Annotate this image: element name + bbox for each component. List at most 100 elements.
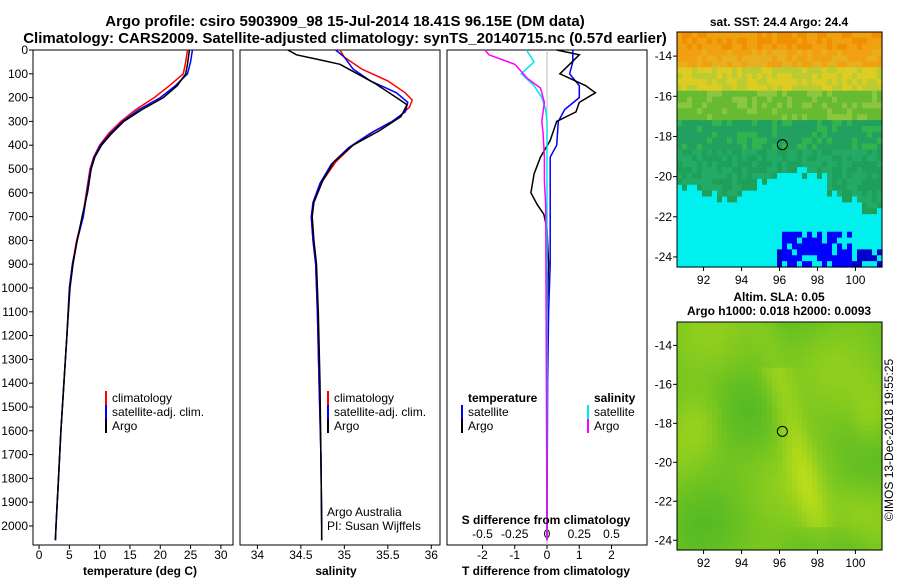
map-cell [777, 214, 783, 221]
map-cell [837, 214, 843, 221]
map-cell [782, 322, 788, 329]
map-cell [807, 208, 813, 215]
map-cell [867, 137, 873, 145]
map-cell [697, 243, 703, 250]
map-cell [722, 214, 728, 221]
map-cell [792, 126, 798, 133]
map-cell [767, 407, 773, 414]
map-cell [732, 73, 738, 80]
map-cell [717, 143, 723, 151]
map-cell [792, 361, 798, 369]
map-cell [782, 510, 788, 517]
map-cell [837, 220, 843, 227]
map-cell [707, 510, 713, 517]
map-cell [837, 261, 843, 268]
map-cell [707, 333, 713, 340]
map-cell [717, 498, 723, 505]
map-cell [867, 436, 873, 443]
map-cell [747, 356, 753, 363]
map-cell [867, 424, 873, 431]
map-cell [777, 61, 783, 68]
map-cell [852, 220, 858, 227]
map-cell [852, 498, 858, 505]
map-cell [847, 149, 853, 156]
x-tick-label: -1 [509, 548, 520, 562]
map-cell [717, 196, 723, 203]
map-cell [822, 55, 828, 62]
map-cell [677, 208, 683, 215]
map-cell [792, 504, 798, 511]
map-cell [772, 114, 778, 121]
map-cell [832, 333, 838, 340]
map-cell [727, 475, 733, 483]
map-cell [732, 350, 738, 357]
map-cell [782, 424, 788, 431]
map-cell [807, 515, 813, 523]
map-cell [762, 178, 768, 186]
map-cell [772, 243, 778, 250]
map-cell [757, 538, 763, 545]
map-cell [737, 237, 743, 245]
map-cell [792, 214, 798, 221]
map-cell [767, 108, 773, 115]
map-cell [877, 137, 883, 145]
x-tick-label: 1 [576, 548, 583, 562]
map-cell [837, 96, 843, 104]
map-cell [697, 108, 703, 115]
map-cell [697, 225, 703, 233]
map-cell [727, 493, 733, 500]
map-cell [687, 137, 693, 145]
map-cell [867, 37, 873, 45]
map-cell [807, 255, 813, 262]
map-cell [862, 493, 868, 500]
map-cell [842, 90, 848, 98]
map-cell [867, 208, 873, 215]
map-cell [757, 350, 763, 357]
sst-heatmap [677, 32, 883, 268]
lat-tick-label: -24 [655, 250, 673, 264]
map-cell [732, 37, 738, 45]
map-cell [687, 510, 693, 517]
map-cell [687, 184, 693, 192]
map-cell [807, 481, 813, 488]
map-cell [842, 137, 848, 145]
map-cell [747, 55, 753, 62]
map-cell [717, 90, 723, 98]
map-cell [757, 255, 763, 262]
map-cell [747, 126, 753, 133]
map-cell [837, 231, 843, 239]
map-cell [732, 126, 738, 133]
map-cell [762, 73, 768, 80]
map-cell [817, 167, 823, 174]
map-cell [797, 32, 803, 39]
map-cell [727, 37, 733, 45]
map-cell [712, 43, 718, 51]
map-cell [817, 32, 823, 39]
map-cell [792, 32, 798, 39]
map-cell [727, 544, 733, 551]
y-tick-label: 1300 [1, 352, 28, 366]
map-cell [752, 255, 758, 262]
map-cell [747, 120, 753, 127]
map-cell [842, 350, 848, 357]
map-cell [862, 424, 868, 431]
map-cell [722, 413, 728, 420]
map-cell [702, 470, 708, 477]
map-cell [842, 143, 848, 151]
map-cell [737, 143, 743, 151]
map-cell [812, 143, 818, 151]
map-cell [757, 481, 763, 488]
map-cell [847, 49, 853, 57]
map-cell [682, 84, 688, 92]
map-cell [877, 61, 883, 68]
map-cell [677, 430, 683, 437]
map-cell [722, 37, 728, 45]
map-cell [682, 379, 688, 386]
map-cell [807, 225, 813, 233]
map-cell [692, 137, 698, 145]
map-cell [867, 333, 873, 340]
map-cell [757, 356, 763, 363]
map-cell [792, 475, 798, 483]
map-cell [822, 544, 828, 551]
map-cell [842, 464, 848, 471]
